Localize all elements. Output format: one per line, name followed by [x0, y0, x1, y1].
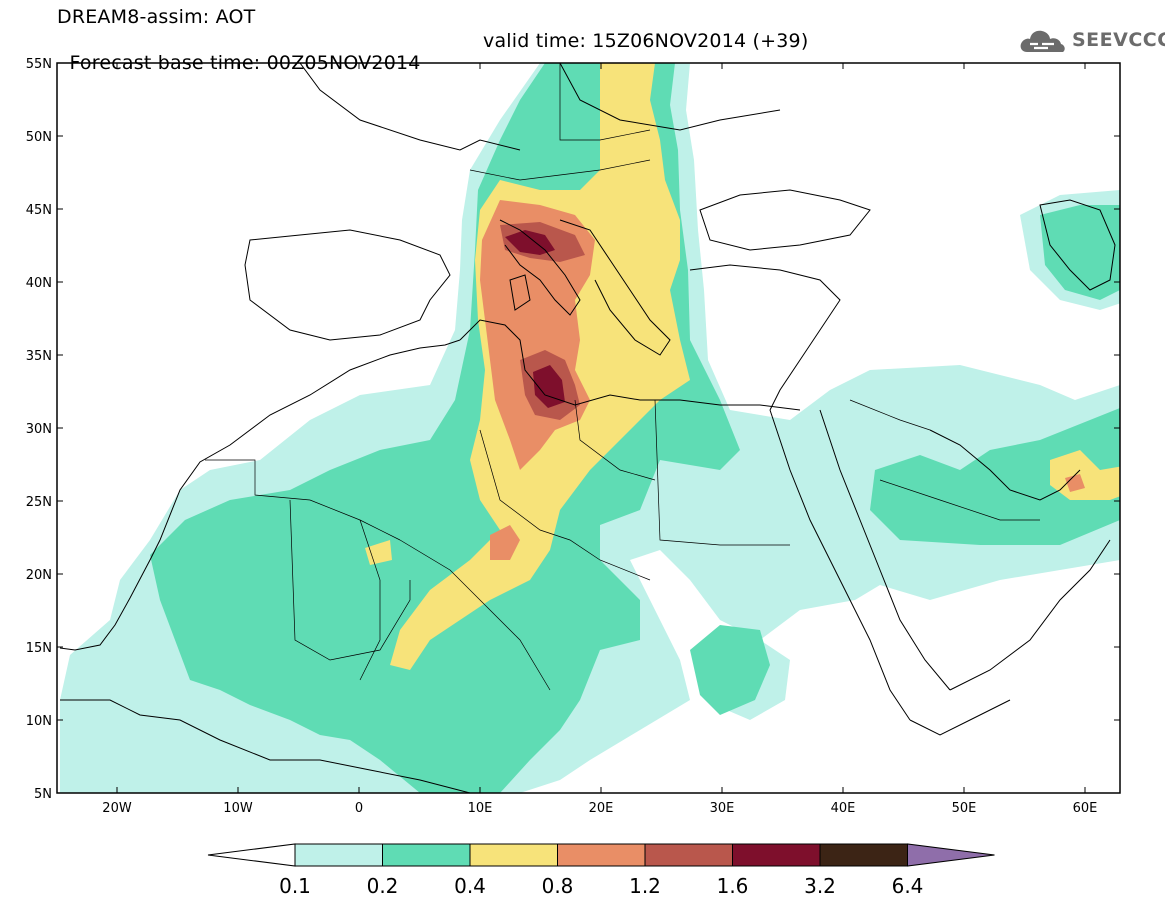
- lat-label: 20N: [26, 568, 52, 583]
- colorbar-level-label: 0.8: [542, 874, 574, 898]
- colorbar-bin: [294, 843, 383, 867]
- coastlines: [59, 63, 1116, 793]
- country-borders: [205, 63, 1040, 691]
- longitude-axis: 20W 10W 0 10E 20E 30E 40E 50E 60E: [102, 63, 1097, 816]
- cloud-logo-icon: [1020, 30, 1065, 52]
- colorbar-level-label: 0.4: [454, 874, 486, 898]
- colorbar-bin: [382, 843, 471, 867]
- lon-label: 50E: [952, 801, 977, 816]
- colorbar-level-label: 3.2: [804, 874, 836, 898]
- lon-label: 30E: [710, 801, 735, 816]
- colorbar-bin: [732, 843, 821, 867]
- aot-colorbar: 0.1 0.2 0.4 0.8 1.2 1.6 3.2 6.4: [207, 843, 995, 898]
- colorbar-bin: [557, 843, 646, 867]
- lon-label: 10E: [468, 801, 493, 816]
- lat-label: 50N: [26, 130, 52, 145]
- lat-label: 15N: [26, 641, 52, 656]
- lon-label: 60E: [1073, 801, 1098, 816]
- colorbar-level-label: 6.4: [892, 874, 924, 898]
- valid-time: valid time: 15Z06NOV2014 (+39): [483, 30, 809, 52]
- latitude-axis: 55N 50N 45N 40N 35N 30N 25N 20N 15N 10N 5N: [26, 57, 1120, 802]
- lat-label: 40N: [26, 276, 52, 291]
- colorbar-level-label: 1.2: [629, 874, 661, 898]
- colorbar-over: [907, 843, 995, 867]
- colorbar-under: [207, 843, 296, 867]
- colorbar-bin: [469, 843, 558, 867]
- aot-contours: [60, 63, 1120, 793]
- lon-label: 20W: [102, 801, 132, 816]
- lat-label: 55N: [26, 57, 52, 72]
- lon-label: 20E: [589, 801, 614, 816]
- colorbar-level-label: 1.6: [717, 874, 749, 898]
- lon-label: 10W: [223, 801, 253, 816]
- brand-logo: SEEVCCC: [1018, 24, 1165, 56]
- colorbar-level-label: 0.1: [279, 874, 311, 898]
- brand-name: SEEVCCC: [1072, 29, 1165, 51]
- colorbar-bin: [644, 843, 733, 867]
- colorbar-level-label: 0.2: [367, 874, 399, 898]
- lat-label: 35N: [26, 349, 52, 364]
- lat-label: 5N: [34, 787, 52, 802]
- lon-label: 40E: [831, 801, 856, 816]
- map-title: DREAM8-assim: AOT: [57, 6, 256, 28]
- lat-label: 25N: [26, 495, 52, 510]
- lon-label: 0: [355, 801, 363, 816]
- lat-label: 10N: [26, 714, 52, 729]
- lat-label: 30N: [26, 422, 52, 437]
- lat-label: 45N: [26, 203, 52, 218]
- aot-level-1.6: [505, 230, 565, 408]
- colorbar-bin: [819, 843, 908, 867]
